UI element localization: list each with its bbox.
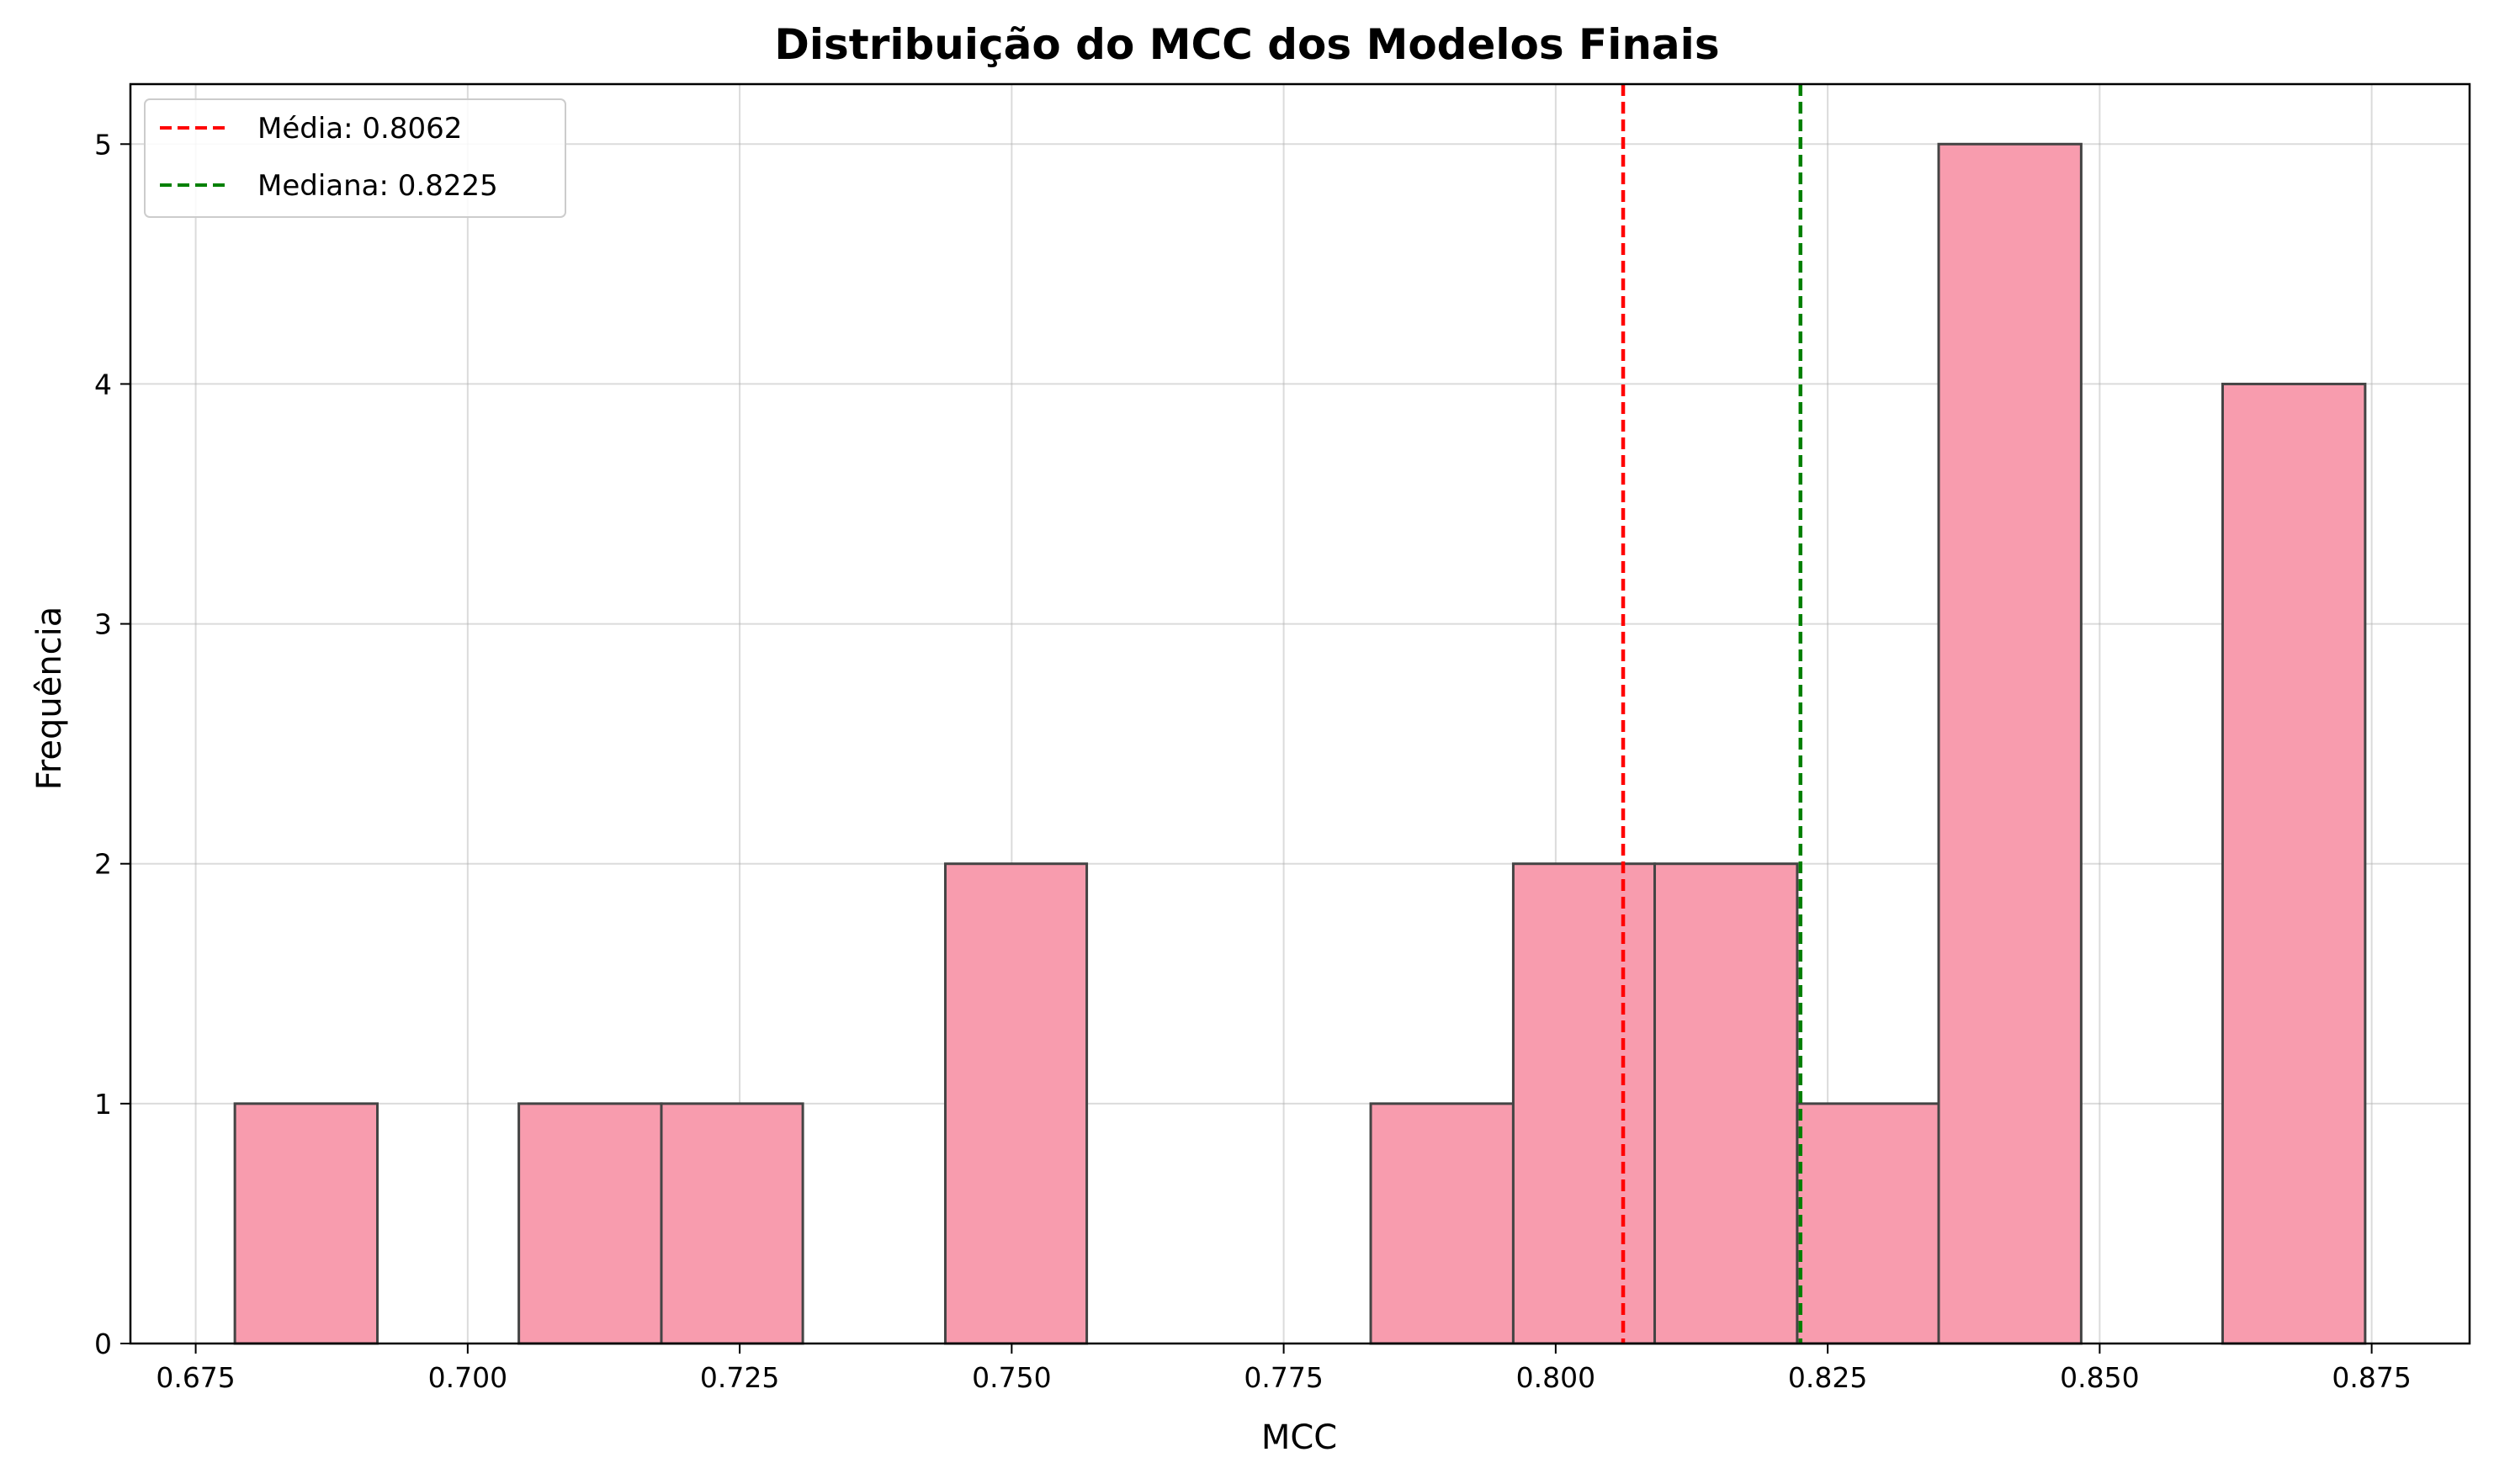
- x-tick-label: 0.875: [2332, 1361, 2411, 1394]
- y-tick-label: 4: [94, 368, 112, 400]
- legend-label-median: Mediana: 0.8225: [257, 169, 498, 203]
- histogram-bar: [1653, 862, 1799, 1345]
- chart-title: Distribuição do MCC dos Modelos Finais: [774, 20, 1719, 69]
- histogram-bars: [233, 142, 2367, 1345]
- histogram-bar: [233, 1102, 379, 1345]
- histogram-bar: [943, 862, 1089, 1345]
- x-tick-label: 0.725: [700, 1361, 779, 1394]
- x-tick-label: 0.850: [2060, 1361, 2139, 1394]
- x-tick-label: 0.775: [1244, 1361, 1323, 1394]
- y-tick-label: 2: [94, 848, 112, 881]
- y-tick-label: 5: [94, 128, 112, 161]
- x-tick-label: 0.750: [972, 1361, 1051, 1394]
- histogram-bar: [1937, 142, 2083, 1345]
- histogram-bar: [1796, 1102, 1940, 1345]
- histogram-bar: [660, 1102, 804, 1345]
- y-tick-label: 1: [94, 1088, 112, 1121]
- y-tick-label: 0: [94, 1328, 112, 1360]
- legend-label-mean: Média: 0.8062: [257, 112, 462, 146]
- legend-box: [144, 98, 566, 218]
- y-axis-ticks: 0 1 2 3 4 5: [94, 128, 130, 1360]
- x-tick-label: 0.700: [428, 1361, 507, 1394]
- x-tick-label: 0.825: [1788, 1361, 1867, 1394]
- x-axis-ticks: 0.675 0.700 0.725 0.750 0.775 0.800 0.825 0.850…: [156, 1344, 2412, 1394]
- histogram-bar: [1511, 862, 1657, 1345]
- grid: [130, 84, 2470, 1344]
- plot-frame: [129, 82, 2471, 1345]
- histogram-bar: [2221, 382, 2367, 1345]
- histogram-bar: [517, 1102, 663, 1345]
- x-tick-label: 0.675: [156, 1361, 235, 1394]
- y-tick-label: 3: [94, 608, 112, 641]
- reference-lines: [1621, 84, 1803, 1344]
- y-axis-label: Frequência: [30, 607, 69, 791]
- x-tick-label: 0.800: [1516, 1361, 1595, 1394]
- histogram-bar: [1369, 1102, 1515, 1345]
- x-axis-label: MCC: [1261, 1418, 1337, 1457]
- legend: Média: 0.8062 Mediana: 0.8225: [144, 98, 566, 218]
